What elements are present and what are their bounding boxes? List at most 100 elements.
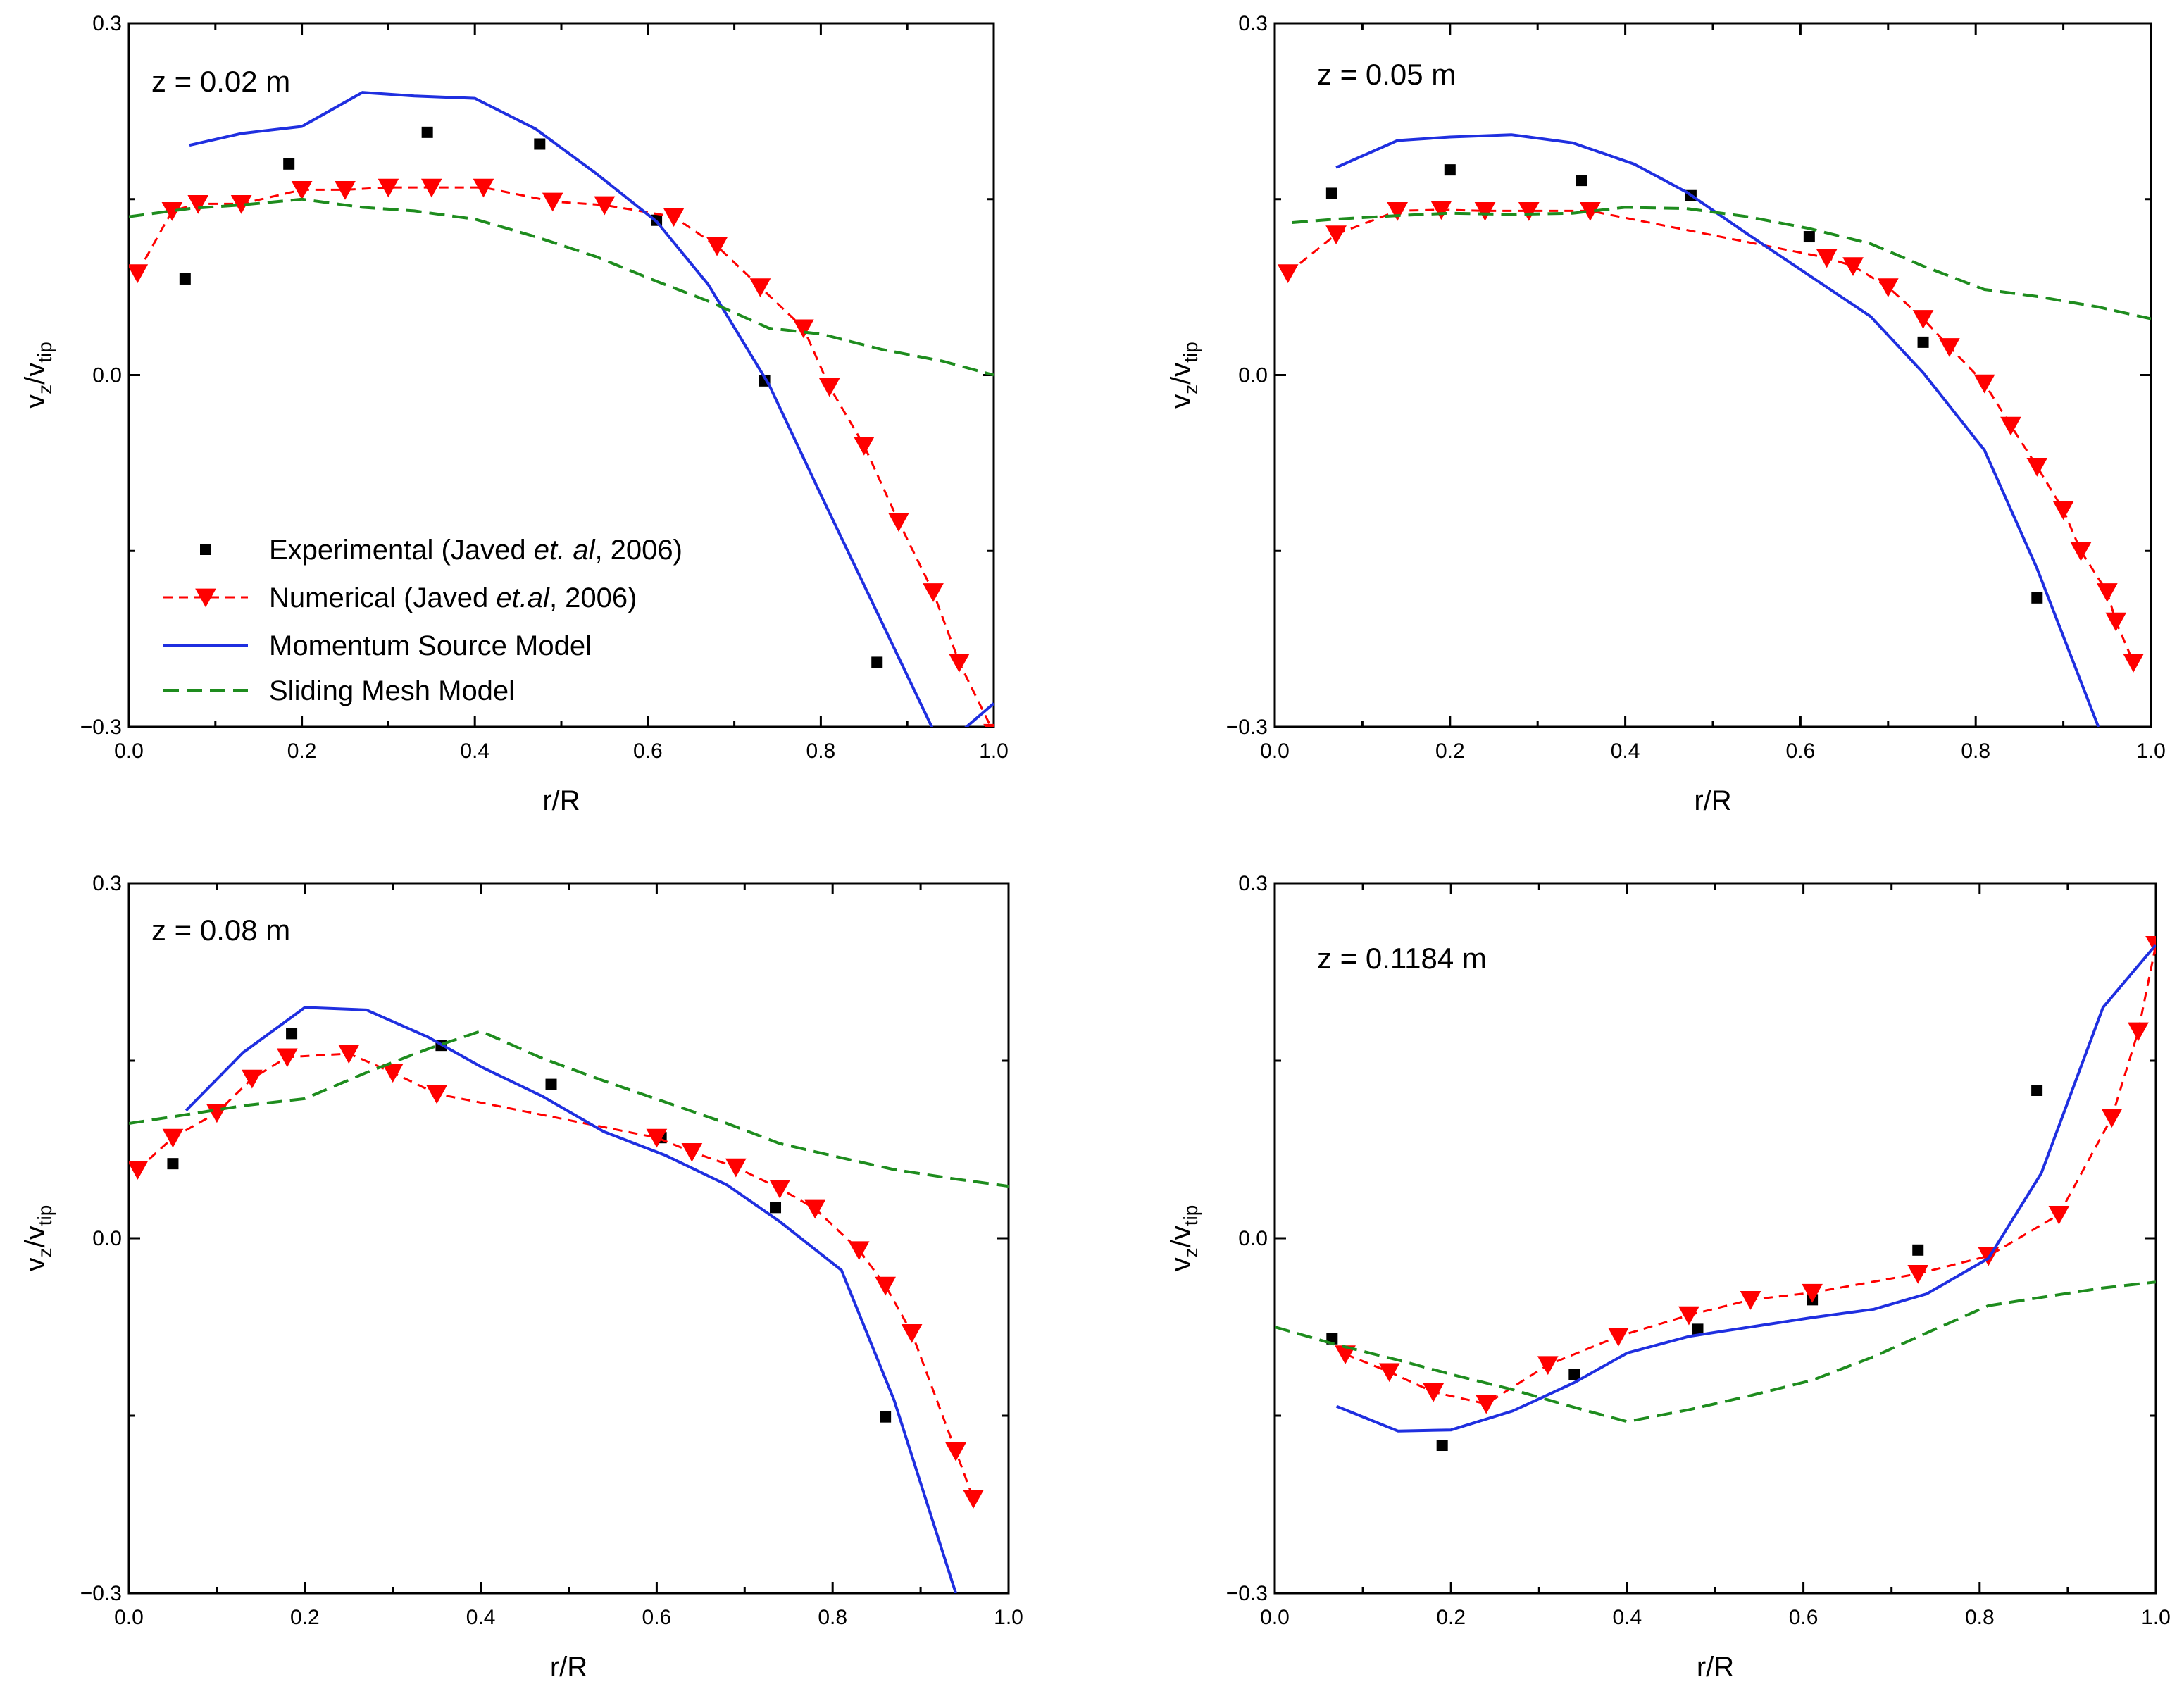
numerical-point	[420, 178, 442, 198]
experimental-point	[283, 158, 295, 170]
experimental-point	[534, 138, 546, 150]
y-tick-label: 0.0	[92, 364, 122, 387]
numerical-point	[875, 1276, 896, 1296]
numerical-point	[382, 1064, 404, 1083]
x-tick-label: 0.2	[1435, 740, 1465, 763]
legend-numerical-label: Numerical (Javed et.al, 2006)	[269, 582, 637, 613]
y-tick-label: 0.3	[1238, 12, 1268, 35]
x-tick-label: 0.2	[290, 1606, 320, 1629]
x-tick-label: 0.8	[818, 1606, 847, 1629]
experimental-point	[1576, 175, 1587, 187]
y-axis-title: vz/vtip	[20, 1205, 56, 1272]
numerical-point	[963, 1490, 984, 1509]
plot-area	[129, 1006, 1009, 1593]
y-title-sub-tip: tip	[34, 1205, 56, 1226]
x-axis-title: r/R	[1694, 785, 1731, 816]
numerical-point	[749, 278, 771, 297]
numerical-point	[1518, 202, 1540, 221]
y-tick-label: 0.3	[92, 872, 122, 895]
numerical-point	[853, 437, 875, 456]
y-tick-label: 0.0	[92, 1227, 122, 1250]
experimental-point	[880, 1411, 892, 1423]
numerical-point	[1476, 1395, 1497, 1414]
experimental-point	[1436, 1440, 1448, 1451]
numerical-point	[2123, 654, 2144, 673]
x-tick-label: 0.6	[1786, 740, 1816, 763]
numerical-point	[542, 192, 563, 212]
series-sliding-mesh-line	[129, 1029, 1009, 1188]
y-tick-label: −0.3	[1226, 716, 1268, 739]
x-tick-label: 0.4	[1613, 1606, 1642, 1629]
y-axis-title: vz/vtip	[1166, 342, 1202, 409]
legend-numerical-italic: et.al	[496, 582, 550, 613]
x-tick-label: 0.0	[114, 1606, 144, 1629]
experimental-point	[1568, 1369, 1580, 1380]
legend-experimental-marker	[200, 544, 211, 555]
numerical-point	[706, 237, 728, 256]
numerical-point	[129, 264, 149, 283]
numerical-point	[1877, 278, 1899, 297]
y-axis-title: vz/vtip	[20, 342, 56, 409]
numerical-point	[725, 1158, 747, 1178]
y-tick-label: −0.3	[1226, 1582, 1268, 1605]
numerical-point	[1325, 225, 1347, 245]
numerical-point	[1842, 257, 1864, 276]
y-tick-label: 0.3	[92, 12, 122, 35]
experimental-point	[179, 273, 191, 285]
panel-annotation: z = 0.02 m	[151, 65, 290, 98]
x-tick-label: 1.0	[994, 1606, 1023, 1629]
series-numerical-line	[137, 1052, 975, 1500]
x-tick-label: 0.2	[1436, 1606, 1466, 1629]
numerical-point	[663, 208, 685, 227]
legend-momentum-label: Momentum Source Model	[269, 630, 592, 661]
x-tick-label: 0.8	[1961, 740, 1990, 763]
numerical-point	[792, 319, 814, 339]
y-title-sub-tip: tip	[1180, 1205, 1202, 1226]
y-title-mid: /v	[1166, 363, 1197, 385]
x-tick-label: 1.0	[2136, 740, 2166, 763]
x-tick-label: 0.4	[460, 740, 489, 763]
numerical-point	[1912, 310, 1934, 329]
numerical-point	[848, 1241, 870, 1261]
legend-experimental-label: Experimental (Javed et. al, 2006)	[269, 535, 682, 566]
numerical-point	[129, 1161, 149, 1180]
numerical-point	[1939, 338, 1960, 357]
experimental-point	[770, 1202, 782, 1214]
numerical-point	[1537, 1356, 1559, 1376]
experimental-point	[1444, 164, 1456, 176]
legend: Experimental (Javed et. al, 2006) Numeric…	[163, 535, 682, 706]
numerical-point	[2026, 457, 2048, 477]
x-tick-label: 1.0	[2141, 1606, 2171, 1629]
numerical-point	[1608, 1328, 1629, 1347]
x-tick-label: 0.0	[114, 740, 144, 763]
numerical-point	[818, 378, 840, 397]
y-title-mid: /v	[20, 1226, 51, 1247]
numerical-point	[769, 1180, 791, 1199]
y-title-sub-z: z	[34, 385, 56, 394]
experimental-point	[545, 1078, 557, 1090]
numerical-point	[681, 1142, 703, 1162]
panel-annotation: z = 0.1184 m	[1317, 942, 1487, 975]
numerical-point	[335, 181, 356, 200]
numerical-point	[1387, 202, 1409, 221]
x-axis-title: r/R	[542, 785, 580, 816]
plot-area	[129, 91, 994, 727]
experimental-point	[2031, 592, 2043, 604]
numerical-point	[162, 1128, 184, 1148]
y-tick-label: 0.0	[1238, 364, 1268, 387]
experimental-point	[1325, 187, 1337, 199]
numerical-point	[646, 1128, 668, 1148]
y-title-main: v	[1166, 394, 1197, 409]
numerical-point	[378, 178, 399, 198]
experimental-point	[286, 1028, 298, 1040]
plot-area	[1277, 133, 2151, 727]
x-tick-label: 0.2	[287, 740, 317, 763]
y-title-mid: /v	[1166, 1226, 1197, 1247]
x-tick-label: 0.0	[1260, 1606, 1290, 1629]
experimental-point	[167, 1158, 179, 1170]
numerical-point	[2000, 416, 2021, 436]
legend-experimental-prefix: Experimental (Javed	[269, 535, 534, 566]
y-tick-label: 0.0	[1238, 1227, 1268, 1250]
x-axis-title: r/R	[1697, 1652, 1734, 1683]
